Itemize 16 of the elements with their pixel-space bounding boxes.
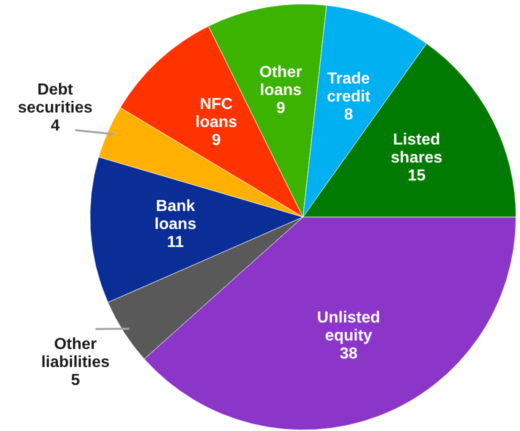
data-label: 11: [166, 234, 184, 252]
slice-label: Unlisted equity: [317, 310, 380, 345]
slice-label: Other liabilities: [41, 336, 110, 372]
data-label: 9: [212, 132, 221, 150]
data-label: 8: [344, 106, 354, 124]
data-label: 9: [276, 100, 286, 118]
slice-label: Trade credit: [326, 70, 372, 106]
slice-label: Other loans: [259, 64, 302, 100]
data-label: 15: [408, 168, 426, 185]
slice-label: Listed shares: [390, 132, 442, 167]
slice-label: NFC loans: [195, 96, 238, 132]
data-label: 4: [50, 118, 60, 135]
slice-label: Bank loans: [154, 198, 196, 234]
slice-label: Debt securities: [18, 82, 93, 117]
data-label: 38: [340, 346, 358, 363]
data-label: 5: [70, 372, 80, 390]
